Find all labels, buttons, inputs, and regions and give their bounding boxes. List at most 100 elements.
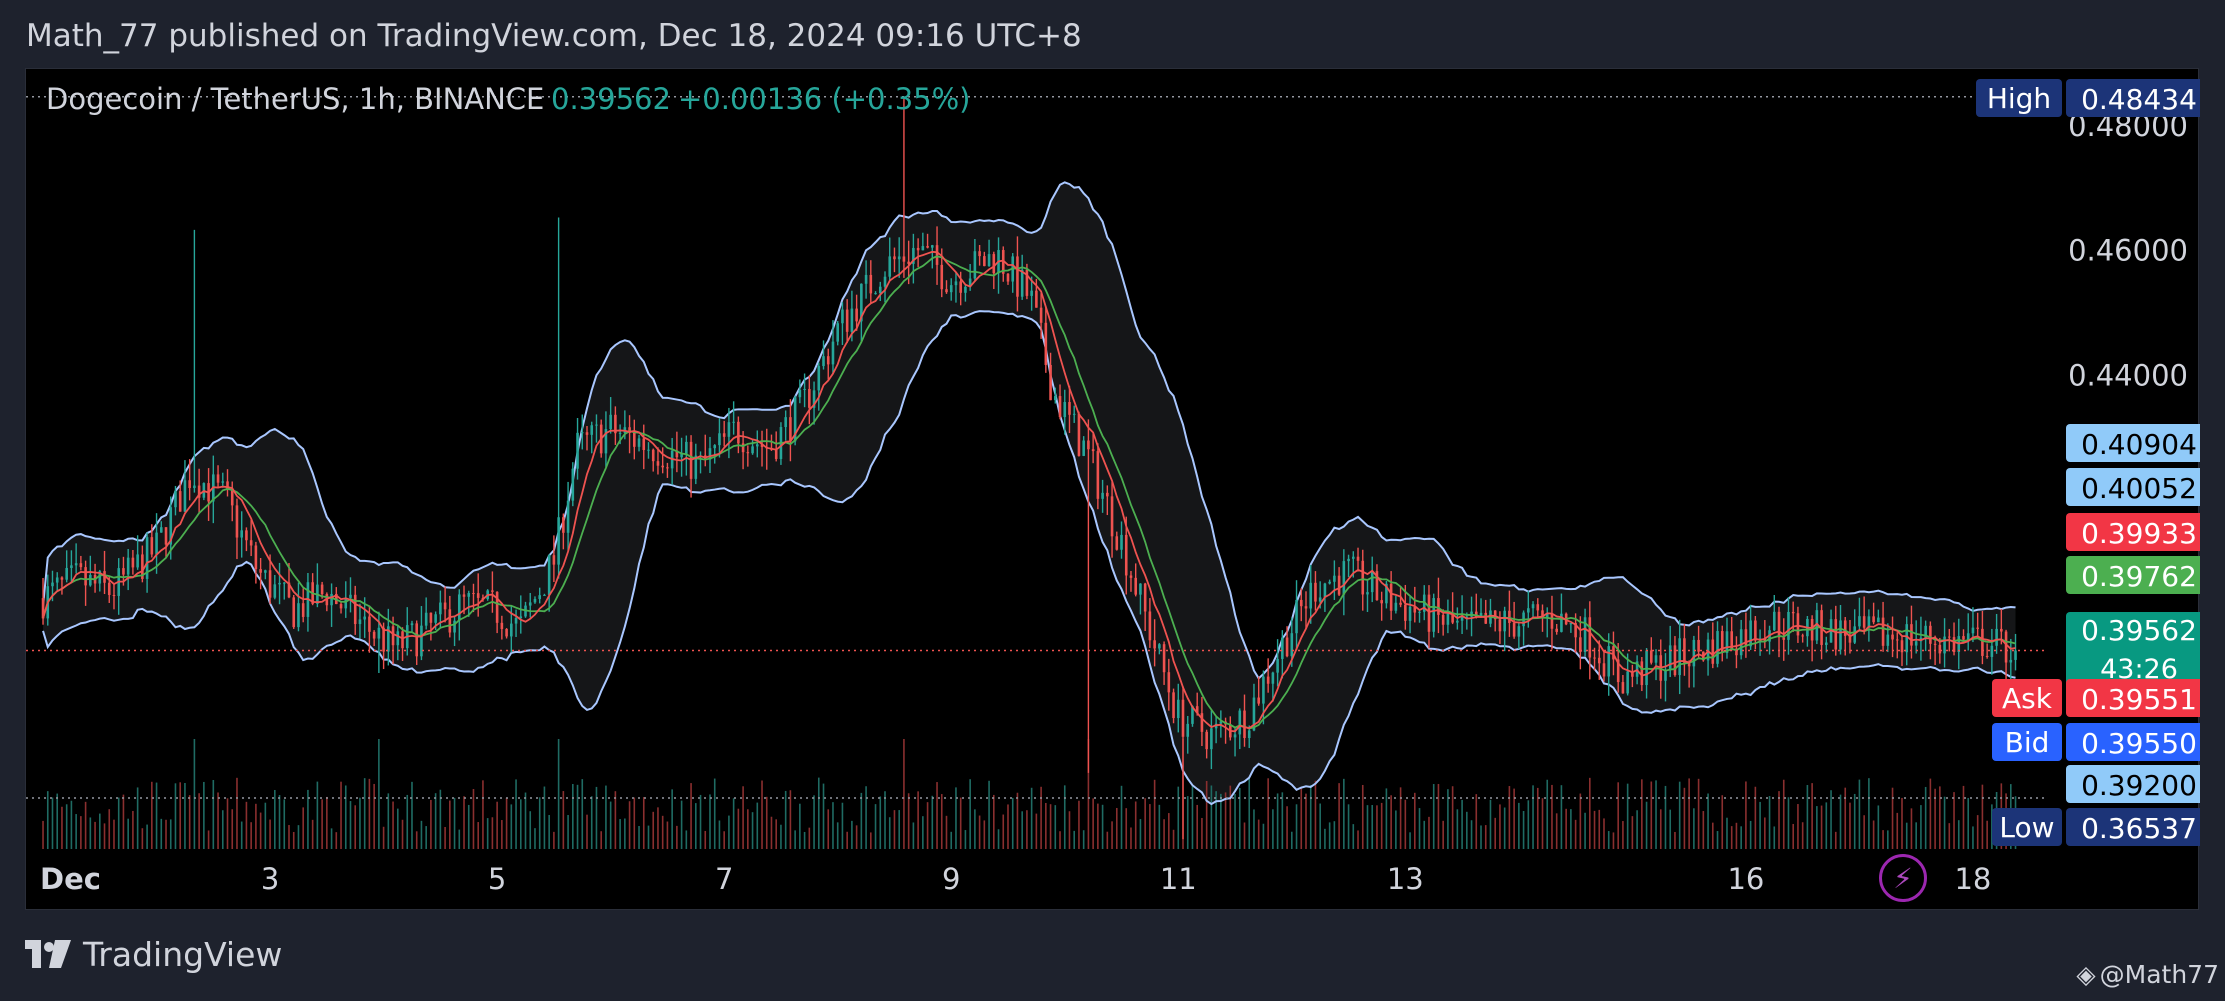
candle-body xyxy=(1314,582,1317,602)
volume-bar xyxy=(1390,795,1392,849)
candle-body xyxy=(647,449,650,451)
lightning-icon[interactable]: ⚡ xyxy=(1879,854,1927,902)
volume-bar xyxy=(1451,786,1454,849)
candle-body xyxy=(1971,627,1975,634)
volume-bar xyxy=(1054,805,1057,849)
volume-bar xyxy=(179,782,182,849)
candle-body xyxy=(183,480,187,512)
candle-body xyxy=(278,582,281,585)
x-axis-tick-label: 7 xyxy=(715,862,733,896)
volume-bar xyxy=(1740,826,1742,849)
candle-body xyxy=(1110,496,1114,537)
candle-body xyxy=(1763,638,1767,642)
candle-body xyxy=(1531,604,1535,609)
volume-bar xyxy=(1518,802,1520,849)
candle-body xyxy=(1210,728,1213,750)
volume-bar xyxy=(1300,786,1303,849)
volume-bar xyxy=(1191,785,1194,849)
volume-bar xyxy=(1480,825,1482,849)
price-tag-high xyxy=(1976,79,2062,117)
candle-body xyxy=(1299,599,1303,607)
candle-body xyxy=(1456,620,1459,623)
legend-last-price: 0.39562 xyxy=(551,82,671,116)
volume-bar xyxy=(1437,783,1440,849)
volume-bar xyxy=(1745,781,1747,849)
volume-bar xyxy=(1508,786,1511,849)
candle-body xyxy=(1631,671,1634,677)
candle-body xyxy=(368,616,371,632)
volume-bar xyxy=(1887,830,1889,849)
volume-bar xyxy=(595,786,598,849)
volume-bar xyxy=(1267,778,1269,849)
candle-body xyxy=(1545,613,1549,618)
volume-bar xyxy=(988,780,990,849)
volume-bar xyxy=(463,796,465,849)
candle-body xyxy=(1995,628,1998,646)
candle-body xyxy=(1148,611,1152,641)
candle-body xyxy=(391,626,395,646)
candle-body xyxy=(1243,710,1246,738)
volume-bar xyxy=(562,791,565,849)
candle-body xyxy=(732,421,735,423)
volume-bar xyxy=(1210,785,1213,849)
candle-body xyxy=(254,545,258,570)
volume-bar xyxy=(302,807,304,849)
volume-bar xyxy=(1049,804,1052,849)
candle-body xyxy=(55,577,59,583)
candle-body xyxy=(1465,616,1469,618)
volume-bar xyxy=(1428,816,1430,849)
candle-body xyxy=(1687,662,1691,667)
volume-bar xyxy=(666,821,669,849)
candle-body xyxy=(1720,631,1724,653)
candle-body xyxy=(1077,413,1081,456)
volume-bar xyxy=(841,802,844,849)
candle-body xyxy=(1276,658,1279,673)
candle-body xyxy=(2009,659,2013,663)
candle-body xyxy=(576,432,579,469)
candle-body xyxy=(618,432,622,434)
volume-bar xyxy=(870,832,872,849)
chart-panel[interactable]: 0.48000 0.46000 0.44000 Dec 3 5 7 9 11 13 16 18 0.48… xyxy=(25,68,2200,911)
price-label-bb_lower xyxy=(2066,765,2200,803)
volume-bar xyxy=(1943,796,1946,849)
volume-bar xyxy=(614,791,617,849)
candle-body xyxy=(1938,644,1942,654)
volume-bar xyxy=(1787,797,1790,849)
volume-bar xyxy=(1953,792,1955,849)
volume-bar xyxy=(80,816,82,849)
volume-bar xyxy=(1957,820,1960,849)
candle-body xyxy=(1115,536,1119,550)
volume-bar xyxy=(1035,813,1038,849)
candle-body xyxy=(1399,602,1402,605)
candle-body xyxy=(1588,617,1592,658)
volume-bar xyxy=(373,783,375,849)
candle-body xyxy=(1375,571,1379,601)
candle-body xyxy=(1139,583,1142,595)
candle-body xyxy=(1749,620,1752,647)
candle-body xyxy=(1129,575,1133,578)
candle-body xyxy=(1796,613,1800,636)
candle-body xyxy=(1162,644,1166,673)
candle-body xyxy=(1839,620,1842,650)
volume-bar xyxy=(458,829,461,849)
volume-bar xyxy=(1778,791,1780,849)
candle-body xyxy=(633,432,636,447)
volume-bar xyxy=(155,782,158,849)
candle-body xyxy=(874,293,877,295)
volume-bar xyxy=(605,785,607,849)
candle-body xyxy=(1607,646,1611,677)
volume-bar xyxy=(747,809,749,849)
volume-bar xyxy=(84,801,87,849)
volume-bar xyxy=(226,798,229,849)
volume-bar xyxy=(538,797,541,849)
volume-bar xyxy=(1939,786,1941,849)
volume-bar xyxy=(326,796,328,849)
candle-body xyxy=(339,604,343,609)
candle-body xyxy=(344,597,348,609)
volume-bar xyxy=(278,795,281,849)
candle-body xyxy=(2000,628,2003,632)
candle-body xyxy=(1001,250,1005,274)
volume-bar xyxy=(1598,809,1601,849)
candle-body xyxy=(888,256,892,277)
